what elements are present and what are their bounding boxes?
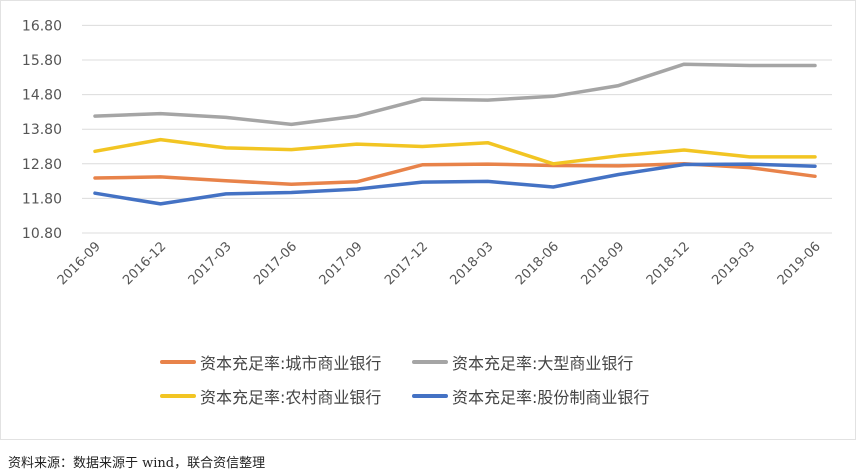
x-tick-label: 2018-06 [513, 239, 562, 288]
series-line [93, 62, 817, 127]
legend-item-joint-stock-banks: 资本充足率:股份制商业银行 [412, 384, 649, 408]
x-tick-label: 2016-12 [120, 239, 169, 288]
y-tick-label: 16.80 [22, 18, 62, 34]
x-tick-label: 2016-09 [55, 239, 104, 288]
x-tick-label: 2017-09 [317, 239, 366, 288]
series-line [93, 162, 817, 206]
legend-item-rural-banks: 资本充足率:农村商业银行 [160, 384, 381, 408]
x-tick-label: 2018-03 [448, 239, 497, 288]
x-tick-label: 2019-03 [709, 239, 758, 288]
legend-item-large-banks: 资本充足率:大型商业银行 [412, 350, 633, 374]
y-tick-label: 15.80 [22, 53, 62, 69]
y-tick-label: 13.80 [22, 122, 62, 138]
source-note: 资料来源：数据来源于 wind，联合资信整理 [8, 456, 266, 471]
legend-swatch [160, 360, 196, 364]
x-tick-label: 2017-06 [251, 239, 300, 288]
x-tick-label: 2018-09 [578, 239, 627, 288]
line-chart: 16.8015.8014.8013.8012.8011.8010.802016-… [22, 18, 832, 288]
legend-item-city-banks: 资本充足率:城市商业银行 [160, 350, 381, 374]
legend-label: 资本充足率:股份制商业银行 [452, 388, 650, 407]
legend-swatch [412, 394, 448, 398]
series-line [93, 137, 817, 166]
x-tick-label: 2017-12 [382, 239, 431, 288]
x-tick-label: 2019-06 [775, 239, 824, 288]
y-tick-label: 11.80 [22, 191, 62, 207]
y-tick-label: 10.80 [22, 226, 62, 242]
x-tick-label: 2017-03 [186, 239, 235, 288]
legend-label: 资本充足率:大型商业银行 [452, 354, 634, 373]
y-tick-label: 14.80 [22, 88, 62, 104]
legend-swatch [160, 394, 196, 398]
chart-frame [0, 0, 856, 440]
legend-label: 资本充足率:城市商业银行 [200, 354, 382, 373]
legend-label: 资本充足率:农村商业银行 [200, 388, 382, 407]
y-tick-label: 12.80 [22, 157, 62, 173]
x-tick-label: 2018-12 [644, 239, 693, 288]
legend-swatch [412, 360, 448, 364]
